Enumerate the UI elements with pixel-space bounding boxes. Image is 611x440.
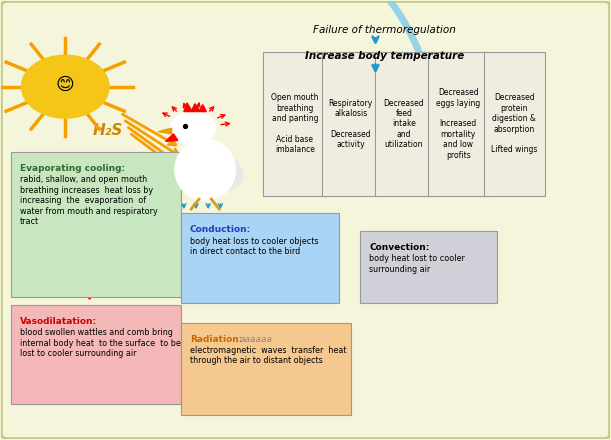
Polygon shape [158, 128, 172, 134]
Text: Decreased
protein
digestion &
absorption

Lifted wings: Decreased protein digestion & absorption… [491, 93, 537, 154]
Text: Failure of thermoregulation: Failure of thermoregulation [313, 25, 456, 35]
Text: aaaaaa: aaaaaa [240, 334, 273, 344]
Text: H₂S: H₂S [93, 123, 123, 138]
Text: Increase body temperature: Increase body temperature [305, 51, 464, 61]
Text: electromagnetic  waves  transfer  heat
through the air to distant objects: electromagnetic waves transfer heat thro… [190, 346, 346, 365]
Text: 😊: 😊 [56, 76, 75, 93]
Text: blood swollen wattles and comb bring
internal body heat  to the surface  to be
l: blood swollen wattles and comb bring int… [20, 328, 180, 358]
FancyBboxPatch shape [360, 231, 497, 303]
Text: rabid, shallow, and open mouth
breathing increases  heat loss by
increasing  the: rabid, shallow, and open mouth breathing… [20, 176, 158, 226]
Text: body heat loss to cooler objects
in direct contact to the bird: body heat loss to cooler objects in dire… [190, 237, 318, 256]
Text: body heat lost to cooler
surrounding air: body heat lost to cooler surrounding air [370, 254, 465, 274]
Text: Vasodilatation:: Vasodilatation: [20, 317, 97, 326]
FancyBboxPatch shape [10, 152, 181, 297]
Text: Radiation:: Radiation: [190, 334, 243, 344]
Ellipse shape [175, 139, 236, 200]
FancyBboxPatch shape [322, 51, 379, 196]
Polygon shape [184, 103, 207, 112]
Ellipse shape [198, 153, 243, 191]
FancyBboxPatch shape [263, 51, 327, 196]
FancyBboxPatch shape [10, 305, 181, 403]
Text: Decreased
feed
intake
and
utilization: Decreased feed intake and utilization [384, 99, 424, 149]
FancyBboxPatch shape [484, 51, 544, 196]
FancyBboxPatch shape [181, 213, 339, 303]
Text: Decreased
eggs laying

Increased
mortality
and low
profits: Decreased eggs laying Increased mortalit… [436, 88, 480, 160]
Polygon shape [166, 134, 178, 141]
Circle shape [21, 55, 109, 118]
Circle shape [170, 112, 216, 145]
Text: Conduction:: Conduction: [190, 225, 251, 234]
Text: Evaporating cooling:: Evaporating cooling: [20, 164, 125, 173]
Text: Respiratory
alkalosis

Decreased
activity: Respiratory alkalosis Decreased activity [329, 99, 373, 149]
FancyBboxPatch shape [375, 51, 433, 196]
Text: Open mouth
breathing
and panting

Acid base
imbalance: Open mouth breathing and panting Acid ba… [271, 93, 318, 154]
FancyBboxPatch shape [428, 51, 489, 196]
Text: Convection:: Convection: [370, 243, 430, 252]
FancyBboxPatch shape [181, 323, 351, 414]
